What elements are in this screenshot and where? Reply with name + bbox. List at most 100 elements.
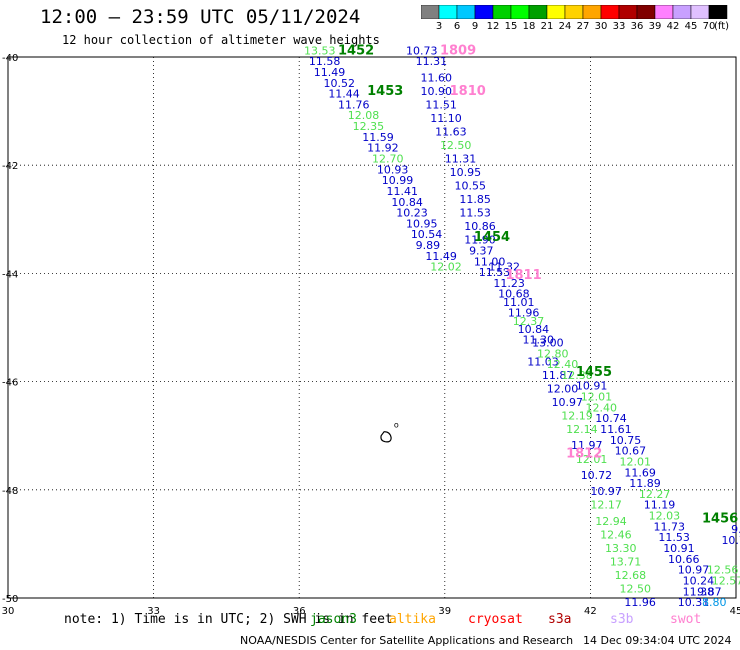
wave-height-point: 12.17 [590, 499, 622, 512]
longitude-tick-label: 30 [2, 606, 15, 617]
wave-height-point: 11.73 [653, 520, 685, 533]
units-note: note: 1) Time is in UTC; 2) SWH is in fe… [64, 612, 393, 627]
wave-height-point: 10.75 [610, 434, 642, 447]
wave-height-point: 11.44 [328, 88, 360, 101]
wave-height-point: 13.00 [532, 336, 564, 349]
colorbar-tick-label: 18 [522, 21, 536, 32]
pass-number-label: 1811 [505, 268, 541, 283]
wave-height-point: 10.86 [464, 220, 496, 233]
wave-height-point: 10.66 [668, 553, 700, 566]
colorbar-tick-label: 45 [684, 21, 698, 32]
wave-height-point: 11.53 [479, 266, 511, 279]
wave-height-point: 10.55 [455, 180, 487, 193]
colorbar-tick-label: 21 [540, 21, 554, 32]
wave-height-point: 12.50 [620, 583, 652, 596]
wave-height-point: 12.80 [537, 347, 569, 360]
wave-height-point: 10.97 [552, 396, 584, 409]
colorbar-tick-label: 24 [558, 21, 572, 32]
longitude-tick-label: 45 [730, 606, 740, 617]
colorbar-tick-label: 3 [435, 21, 443, 32]
colorbar-tick-label: 15 [504, 21, 518, 32]
wave-height-colorbar [421, 5, 728, 19]
wave-height-point: 11.59 [362, 131, 394, 144]
credit-text: NOAA/NESDIS Center for Satellite Applica… [240, 634, 574, 647]
wave-height-point: 11.92 [367, 142, 399, 155]
wave-height-point: 11.63 [435, 125, 467, 138]
wave-height-point: 12.50 [440, 139, 472, 152]
wave-height-point: 11.58 [309, 55, 341, 68]
wave-height-point: 11.49 [425, 250, 457, 263]
pass-number-label: 1812 [566, 446, 602, 461]
wave-height-point: 11.53 [658, 531, 690, 544]
wave-height-point: 11.31 [416, 55, 448, 68]
pass-number-label: 1810 [450, 84, 486, 99]
legend-item-altika: altika [389, 612, 436, 627]
page-title: 12:00 – 23:59 UTC 05/11/2024 [40, 6, 361, 28]
wave-height-point: 11.00 [474, 255, 506, 268]
wave-height-point: 11.90 [464, 234, 496, 247]
wave-height-point: 9.89 [416, 239, 441, 252]
wave-height-point: 10.91 [663, 542, 695, 555]
pass-number-label: 1809 [440, 43, 476, 58]
wave-height-point: 11.87 [542, 369, 574, 382]
wave-height-point: 12.27 [639, 488, 671, 501]
wave-height-point: 11.60 [421, 71, 453, 84]
wave-height-point: 10.84 [391, 196, 423, 209]
island-outline [380, 431, 392, 443]
wave-height-point: 10.68 [498, 288, 529, 301]
wave-height-point: 12.01 [620, 455, 652, 468]
colorbar-tick-label: 42 [666, 21, 680, 32]
wave-height-point: 12.01 [581, 391, 613, 404]
wave-height-point: 12.70 [372, 152, 404, 165]
wave-height-point: 10.99 [382, 174, 414, 187]
wave-height-point: 10.52 [323, 77, 355, 90]
wave-height-point: 13.71 [610, 556, 642, 569]
wave-height-point: 9.7 [731, 523, 740, 536]
wave-height-point: 13.53 [304, 44, 336, 57]
colorbar-tick-label: 36 [630, 21, 644, 32]
legend-item-jason3: jason3 [310, 612, 357, 627]
wave-height-point: 12.68 [615, 569, 647, 582]
wave-height-point: 11.69 [624, 466, 656, 479]
colorbar-tick-label: 30 [594, 21, 608, 32]
latitude-tick-label: -44 [2, 269, 18, 280]
pass-number-label: 1454 [474, 230, 510, 245]
colorbar-tick-label: 27 [576, 21, 590, 32]
wave-height-point: 10.24 [683, 574, 715, 587]
wave-height-point: 11.41 [387, 185, 419, 198]
wave-height-point: 12.35 [353, 120, 385, 133]
wave-height-point: 11.10 [430, 112, 462, 125]
page-subtitle: 12 hour collection of altimeter wave hei… [62, 33, 380, 47]
wave-height-point: 11.23 [493, 277, 525, 290]
longitude-tick-label: 39 [438, 606, 451, 617]
wave-height-point: 11.89 [629, 477, 661, 490]
wave-height-point: 10.97 [590, 485, 622, 498]
latitude-tick-label: -40 [2, 53, 18, 64]
wave-height-point: 11.31 [445, 152, 477, 165]
pass-number-label: 1455 [576, 365, 612, 380]
latitude-tick-label: -48 [2, 486, 18, 497]
wave-height-point: 11.96 [508, 307, 539, 320]
wave-height-point: 11.01 [503, 296, 535, 309]
colorbar-tick-label: 39 [648, 21, 662, 32]
wave-height-point: 9.87 [697, 585, 722, 598]
wave-height-point: 11.38 [683, 585, 715, 598]
wave-height-point: 10.90 [421, 85, 453, 98]
wave-height-point: 13.30 [605, 542, 637, 555]
colorbar-tick-label: 9 [471, 21, 479, 32]
wave-height-point: 10.91 [576, 380, 608, 393]
map-frame [7, 56, 737, 599]
wave-height-point: 11.32 [488, 261, 519, 274]
wave-height-point: 10.95 [406, 217, 438, 230]
wave-height-point: 12.94 [595, 515, 627, 528]
pass-number-label: 1452 [338, 43, 374, 58]
wave-height-point: 12.14 [566, 423, 598, 436]
wave-height-point: 10.23 [396, 207, 428, 220]
colorbar-tick-label: 33 [612, 21, 626, 32]
pass-number-label: 1453 [367, 84, 403, 99]
colorbar-unit: (ft) [714, 21, 730, 32]
wave-height-point: 10.95 [450, 166, 482, 179]
wave-height-point: 11.19 [644, 499, 676, 512]
